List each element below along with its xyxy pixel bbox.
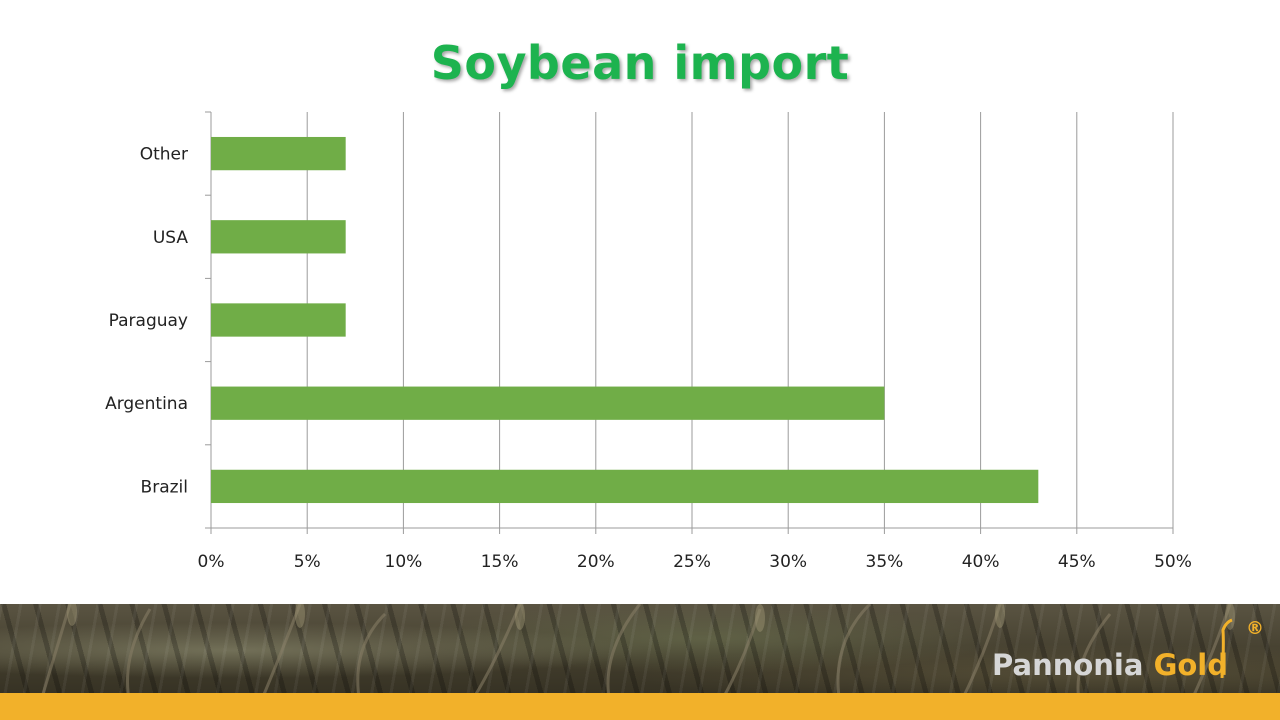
registered-mark: ® [1246,618,1264,639]
bar-chart: 0% 5% 10% 15% 20% 25% 30% 35% 40% 45% 50% Brazil Arg… [105,111,1192,572]
bar-paraguay [211,303,346,337]
bar-other [211,136,346,171]
x-tick-label: 20% [577,552,615,572]
pannonia-gold-logo: Pannonia Gold [992,648,1228,682]
x-tick-label: 0% [198,552,225,572]
footer-banner: Pannonia Gold ® [0,604,1280,720]
x-tick-label: 50% [1154,552,1192,572]
logo-word-pannonia: Pannonia [992,648,1144,682]
x-tick-label: 5% [294,552,321,572]
bar-usa [211,220,346,254]
y-category-label: Brazil [141,477,188,497]
logo-word-gold: Gold [1153,648,1228,682]
x-tick-label: 10% [385,552,423,572]
bar-argentina [211,386,885,420]
x-tick-label: 15% [481,552,519,572]
sprout-icon [1220,618,1233,678]
chart-title: Soybean import [430,36,850,90]
bar-brazil [211,469,1039,504]
y-category-label: Other [140,145,188,165]
x-tick-label: 40% [962,552,1000,572]
x-tick-label: 30% [769,552,807,572]
footer-band [0,693,1280,720]
x-tick-label: 25% [673,552,711,572]
y-category-label: Argentina [105,394,188,414]
y-category-label: Paraguay [109,311,188,331]
x-tick-label: 35% [866,552,904,572]
x-tick-label: 45% [1058,552,1096,572]
y-category-label: USA [153,228,189,248]
